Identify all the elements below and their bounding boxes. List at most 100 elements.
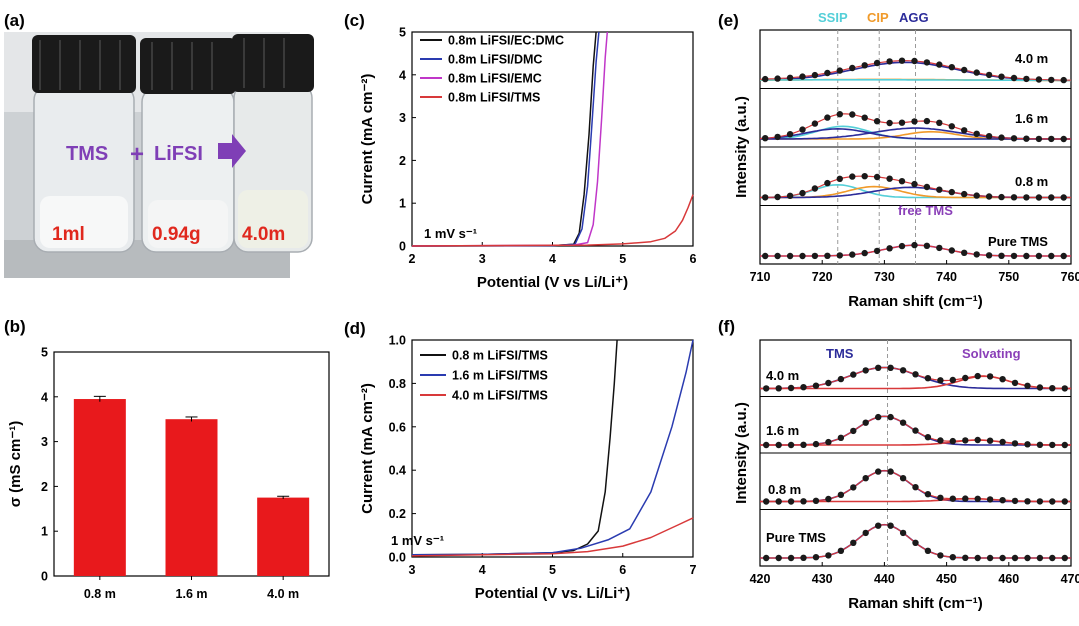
category-label: 4.0 m xyxy=(267,587,299,601)
x-tick-label: 4 xyxy=(549,252,556,266)
data-point xyxy=(775,385,782,392)
data-point xyxy=(911,180,918,188)
row-f-4.0: 4.0 m xyxy=(766,368,799,383)
amount-tms: 1ml xyxy=(52,224,85,245)
y-tick-label: 1.0 xyxy=(389,334,406,348)
data-point xyxy=(949,437,956,445)
data-point xyxy=(850,539,857,546)
component-peak xyxy=(760,79,1071,82)
data-point xyxy=(986,496,994,503)
data-point xyxy=(936,186,943,193)
data-point xyxy=(799,73,806,80)
data-point xyxy=(961,127,968,134)
bar xyxy=(165,419,218,576)
data-point xyxy=(762,252,769,260)
data-point xyxy=(1036,441,1044,448)
data-point xyxy=(1011,379,1019,387)
data-point xyxy=(999,438,1006,446)
raman-s-f-chart: 710 720 730 740 750 760 Raman shift (cm⁻¹) Inte… xyxy=(733,29,1079,310)
data-point xyxy=(974,495,981,502)
data-point xyxy=(824,179,831,187)
data-point xyxy=(1023,252,1030,260)
x-tick-label: 430 xyxy=(812,572,833,586)
data-point xyxy=(861,173,868,180)
x-axis-title: Raman shift (cm⁻¹) xyxy=(848,293,983,310)
data-point xyxy=(1048,252,1055,260)
data-point xyxy=(1049,554,1056,562)
legend-label: 0.8m LiFSI/EMC xyxy=(448,72,542,86)
data-point xyxy=(887,468,894,475)
y-tick-label: 0.4 xyxy=(389,464,406,478)
data-point xyxy=(923,242,931,249)
raman-s-o-chart: 420 430 440 450 460 470 Raman shift (cm⁻¹) Inte… xyxy=(733,339,1079,612)
data-point xyxy=(898,242,906,250)
data-point xyxy=(825,379,832,387)
vial-tms xyxy=(32,35,136,253)
peak-tms-label: TMS xyxy=(826,346,854,361)
data-point xyxy=(1023,135,1030,142)
data-point xyxy=(1010,135,1018,142)
species-agg: AGG xyxy=(899,10,929,25)
data-point xyxy=(1060,194,1067,201)
data-point xyxy=(962,554,969,561)
data-point xyxy=(1035,135,1043,143)
bar xyxy=(73,399,126,576)
data-point xyxy=(1060,252,1067,260)
y-tick-label: 0.0 xyxy=(389,551,406,565)
data-point xyxy=(998,73,1005,80)
data-point xyxy=(998,252,1005,259)
data-point xyxy=(974,372,981,380)
data-point xyxy=(923,59,931,66)
data-point xyxy=(774,75,781,82)
x-tick-label: 3 xyxy=(409,563,416,577)
row-e-pure: Pure TMS xyxy=(988,234,1048,249)
data-point xyxy=(862,419,869,426)
legend-label: 1.6 m LiFSI/TMS xyxy=(452,369,548,383)
data-point xyxy=(923,117,931,125)
data-point xyxy=(923,183,931,191)
data-point xyxy=(800,498,807,505)
data-point xyxy=(886,175,893,182)
data-point xyxy=(861,114,868,121)
data-point xyxy=(912,484,919,491)
panel-a-label: (a) xyxy=(4,11,25,30)
x-tick-label: 6 xyxy=(619,563,626,577)
x-tick-label: 450 xyxy=(936,572,957,586)
data-point xyxy=(875,468,882,475)
data-point xyxy=(1048,76,1055,84)
y-axis-title: Intensity (a.u.) xyxy=(733,402,750,504)
data-point xyxy=(787,384,795,392)
data-point xyxy=(836,67,843,74)
data-point xyxy=(924,491,932,498)
row-f-pure: Pure TMS xyxy=(766,530,826,545)
data-point xyxy=(1036,554,1044,562)
legend-label: 4.0 m LiFSI/TMS xyxy=(452,389,548,403)
data-point xyxy=(912,539,919,546)
data-point xyxy=(812,440,820,448)
amount-lifsi: 0.94g xyxy=(152,224,201,245)
data-point xyxy=(774,252,781,260)
data-point xyxy=(1035,76,1043,83)
data-point xyxy=(786,131,794,138)
x-tick-label: 6 xyxy=(690,252,697,266)
category-label: 0.8 m xyxy=(84,587,116,601)
data-point xyxy=(961,190,968,198)
y-tick-label: 5 xyxy=(41,346,48,360)
data-point xyxy=(762,135,769,142)
data-point xyxy=(962,374,969,382)
x-tick-label: 720 xyxy=(812,270,833,284)
data-point xyxy=(1061,441,1069,449)
x-tick-label: 5 xyxy=(619,252,626,266)
data-point xyxy=(1011,497,1019,505)
data-point xyxy=(1035,194,1043,201)
x-tick-label: 750 xyxy=(998,270,1019,284)
x-tick-label: 760 xyxy=(1061,270,1079,284)
data-point xyxy=(787,441,795,449)
data-point xyxy=(800,384,807,391)
y-tick-label: 0.6 xyxy=(389,420,406,434)
data-point xyxy=(985,193,993,200)
row-e-4.0: 4.0 m xyxy=(1015,51,1048,66)
y-tick-label: 1 xyxy=(41,525,48,539)
data-point xyxy=(837,434,845,441)
y-tick-label: 2 xyxy=(41,480,48,494)
